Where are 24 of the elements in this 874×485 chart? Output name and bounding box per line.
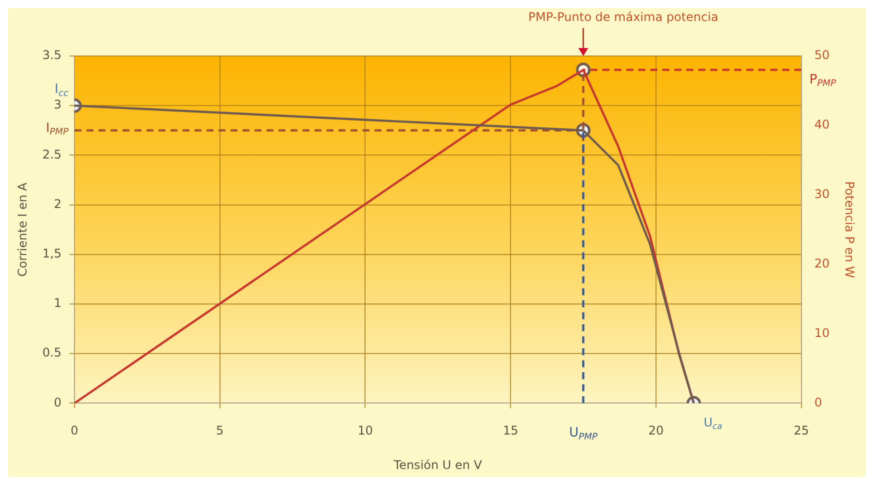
y2-tick-label: 0	[814, 395, 822, 410]
y-tick-label: 0	[54, 395, 62, 410]
y2-tick-label: 30	[814, 187, 830, 202]
x-tick-label: 15	[502, 424, 518, 438]
x-axis-title: Tensión U en V	[392, 458, 483, 472]
y2-tick-label: 50	[814, 48, 830, 62]
y-tick-label: 3.5	[42, 48, 62, 62]
y2-tick-label: 10	[814, 326, 830, 340]
y-tick-label: 2.5	[42, 147, 62, 162]
y-tick-label: 0.5	[42, 346, 62, 360]
x-tick-label: 20	[648, 424, 664, 438]
text: PMP-Punto de máxima potencia	[528, 10, 718, 24]
x-tick-label: 10	[358, 424, 373, 438]
x-tick-label: 0	[70, 424, 78, 438]
x-tick-label: 5	[216, 424, 224, 438]
y-tick-label: 2	[54, 196, 62, 211]
x-tick-label: 25	[794, 424, 809, 438]
y2-tick-label: 20	[814, 256, 830, 270]
y-axis-title: Corriente I en A	[15, 182, 30, 277]
y2-axis-title: Potencia P en W	[842, 181, 857, 278]
y-tick-label: 3	[54, 98, 62, 112]
y-tick-label: 1	[54, 296, 62, 310]
y-tick-label: 1,5	[42, 246, 62, 261]
y2-tick-label: 40	[814, 118, 830, 132]
